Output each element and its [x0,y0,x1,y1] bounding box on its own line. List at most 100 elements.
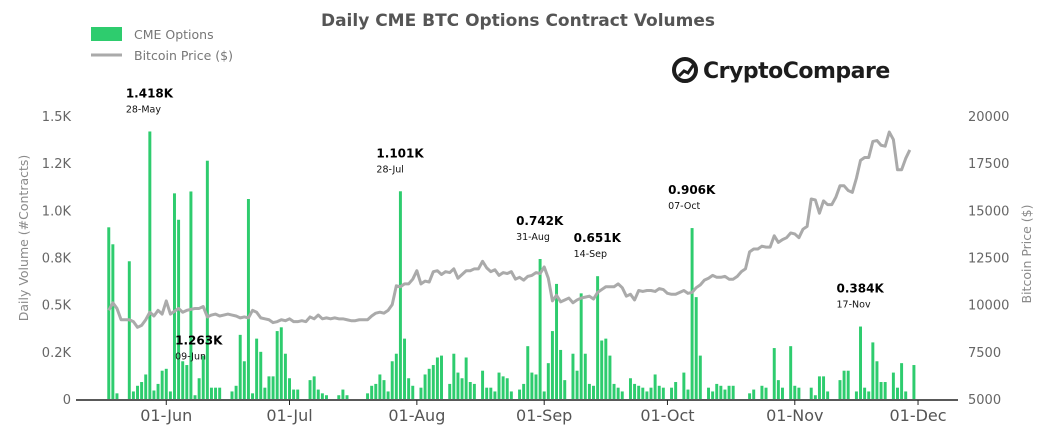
x-tick-label: 01-Sep [516,406,572,425]
cryptocompare-logo-icon [672,57,698,83]
volume-bar [649,387,653,399]
volume-bar [136,385,139,399]
x-tick-label: 01-Jul [266,406,312,425]
volume-bar [628,378,632,399]
volume-bar [612,383,616,399]
volume-bar [312,376,316,399]
volume-bar [160,370,164,399]
volume-bar [403,338,407,399]
volume-bar [288,378,291,399]
volume-bar [394,353,398,399]
volume-bar [748,393,752,399]
volume-bar [900,363,904,399]
legend-label-volume: CME Options [134,27,214,42]
y2-tick-label: 12500 [968,252,1009,267]
volume-bar [468,382,472,399]
volume-bar [653,374,657,399]
volume-bar [571,353,575,399]
volume-bar [267,376,271,399]
volume-bar [600,340,604,399]
volume-bar [337,395,341,399]
y-tick-label: 0.8K [42,252,72,267]
annotation-date: 28-May [126,104,162,115]
volume-bar [846,370,850,399]
volume-bar [259,351,263,399]
volume-bar [776,380,780,399]
volume-bar [780,387,784,399]
volume-bar [752,389,756,399]
y-tick-label: 1.0K [42,204,72,219]
y2-tick-label: 17500 [968,157,1009,172]
volume-bar [633,383,637,399]
volume-bar [440,355,443,399]
x-axis-ticks: 01-Jun 01-Jul 01-Aug 01-Sep 01-Oct 01-Nov 01-D… [140,400,947,425]
volume-bar [173,193,176,399]
y2-axis-label: Bitcoin Price ($) [1019,204,1034,303]
volume-bar [156,383,160,399]
volume-bar [148,131,152,399]
y2-tick-label: 5000 [968,393,1001,408]
volume-bar [871,342,875,399]
volume-bar [131,391,135,399]
volume-bar [127,261,131,399]
volume-bar [867,391,871,399]
annotation-value: 1.418K [126,86,174,100]
volume-bar [320,393,324,399]
volume-bar [538,259,542,399]
volume-bar [316,389,320,399]
volume-bar [189,191,193,399]
volume-bar [694,297,698,399]
volume-bar [727,385,731,399]
volume-bar [497,372,501,399]
volume-bar [760,385,764,399]
volume-bar [559,349,563,399]
y2-tick-label: 15000 [968,204,1009,219]
volume-bar [526,346,530,399]
volume-bar [587,383,591,399]
volume-bar [370,385,374,399]
volume-bar [218,387,222,399]
volume-bar [575,370,579,399]
volume-bar [822,376,826,399]
volume-bar [904,391,908,399]
y2-tick-label: 20000 [968,110,1009,125]
volume-bar [230,391,234,399]
y-axis-ticks: 0 0.2K 0.5K 0.8K 1.0K 1.2K 1.5K [42,110,72,408]
volume-bar [271,376,275,399]
legend-swatch-volume [91,27,122,41]
volume-bar [378,374,382,399]
volume-bar [604,338,608,399]
volume-bar [481,370,485,399]
volume-bar [242,361,246,399]
y2-tick-label: 10000 [968,299,1009,314]
volume-bar [883,382,887,399]
volume-bar [411,385,415,399]
volume-bar [546,363,550,399]
volume-bar [789,346,793,399]
volume-bar [534,374,538,399]
volume-bar [859,326,862,399]
volume-bar [341,389,345,399]
annotation-value: 0.651K [574,231,622,245]
volume-bar [263,387,267,399]
volume-bar [518,389,522,399]
volume-bar [456,372,460,399]
y-axis-label: Daily Volume (#Contracts) [16,155,31,322]
volume-bar [813,395,817,399]
volume-bar [596,276,600,399]
y-tick-label: 1.2K [42,157,72,172]
volume-bar [325,395,328,399]
volume-bar [707,387,710,399]
y-tick-label: 0.5K [42,299,72,314]
volume-bar [579,293,583,399]
volume-bar [641,387,645,399]
volume-bar [152,390,156,399]
volume-bar [345,395,349,399]
volume-bar [637,385,641,399]
volume-bar [912,365,916,399]
volume-bar [698,355,702,399]
volume-bar [711,391,715,399]
volume-bar [398,191,402,399]
volume-bar [201,355,205,399]
volume-bar [246,199,250,399]
